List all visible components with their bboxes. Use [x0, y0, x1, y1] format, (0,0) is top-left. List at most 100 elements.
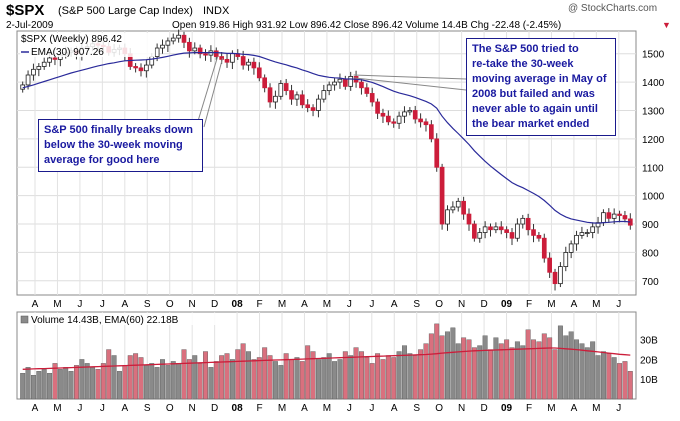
candle-body: [472, 223, 477, 239]
volume-x-tick-label: J: [369, 403, 374, 414]
candle-body: [305, 104, 311, 109]
price-x-tick-label: M: [547, 299, 555, 310]
price-tick-label: 700: [642, 277, 659, 288]
candle-body: [541, 237, 547, 259]
volume-bar: [79, 359, 85, 400]
volume-bar: [310, 351, 316, 400]
volume-bar: [358, 351, 364, 400]
quote-date: 2-Jul-2009: [6, 20, 54, 31]
volume-bar: [74, 365, 79, 400]
volume-bar: [213, 361, 219, 400]
candle-body: [391, 121, 397, 124]
candle-body: [520, 217, 526, 225]
volume-x-tick-label: J: [77, 403, 82, 414]
candle-body: [611, 213, 617, 219]
volume-bar: [315, 359, 321, 400]
candle-body: [525, 217, 531, 231]
candle-body: [273, 95, 278, 103]
candle-body: [240, 56, 246, 66]
annotation-right: The S&P 500 tried to re-take the 30-week…: [466, 38, 616, 136]
price-tick-label: 1200: [642, 135, 665, 146]
price-tick-label: 800: [642, 248, 659, 259]
volume-bar: [428, 333, 434, 400]
candle-body: [332, 81, 337, 86]
volume-bar: [353, 347, 359, 400]
volume-legend-bg: [19, 313, 219, 325]
candle-body: [342, 78, 348, 87]
candle-body: [439, 166, 445, 225]
quote-line: Open 919.86 High 931.92 Low 896.42 Close…: [172, 20, 562, 31]
volume-bar: [536, 341, 542, 400]
volume-bar: [170, 361, 176, 400]
candle-body: [558, 266, 563, 285]
candle-body: [606, 212, 612, 219]
volume-bar: [192, 355, 198, 400]
volume-bar: [557, 325, 563, 400]
volume-bar: [246, 351, 251, 400]
volume-legend: Volume 14.43B, EMA(60) 22.18B: [31, 315, 179, 326]
volume-bar: [57, 369, 63, 400]
candle-body: [601, 212, 606, 224]
volume-bar: [294, 357, 300, 400]
annotation-pointer: [353, 74, 467, 80]
candle-body: [563, 252, 569, 268]
annotation-left-line: below the 30-week moving: [44, 139, 183, 151]
volume-bar: [251, 359, 257, 400]
volume-bar: [509, 347, 515, 400]
candle-body: [262, 77, 267, 89]
candle-body: [321, 90, 327, 100]
candle-body: [359, 81, 364, 89]
price-x-tick-label: M: [53, 299, 61, 310]
volume-x-tick-label: F: [256, 403, 262, 414]
candle-body: [197, 47, 203, 55]
candle-body: [622, 215, 628, 220]
volume-bar: [455, 343, 461, 400]
price-x-tick-label: D: [480, 299, 487, 310]
annotation-right-line: never able to again until: [472, 103, 598, 115]
candle-body: [396, 115, 402, 124]
candle-body: [219, 56, 224, 60]
volume-x-tick-label: 08: [232, 403, 244, 414]
volume-bar: [20, 373, 26, 400]
price-tick-label: 1500: [642, 50, 665, 61]
volume-x-tick-label: A: [391, 403, 398, 414]
price-x-tick-label: 08: [232, 299, 244, 310]
volume-bar: [606, 353, 612, 400]
candle-body: [418, 118, 423, 123]
candle-body: [256, 67, 262, 79]
volume-bar: [90, 367, 96, 400]
price-legend-bg: [20, 33, 155, 57]
volume-bar: [176, 363, 182, 400]
annotation-pointer: [353, 77, 467, 91]
price-x-tick-label: A: [391, 299, 398, 310]
volume-bar: [385, 355, 391, 400]
volume-bar: [219, 355, 225, 400]
candle-body: [348, 76, 354, 87]
volume-bar: [267, 355, 273, 400]
candle-body: [278, 83, 284, 97]
volume-bar: [445, 331, 450, 400]
candle-body: [364, 87, 370, 94]
candle-body: [531, 229, 536, 236]
volume-bar: [574, 339, 579, 400]
volume-x-tick-label: J: [616, 403, 621, 414]
candle-body: [552, 271, 558, 285]
annotation-right-line: re-take the 30-week: [472, 58, 574, 70]
volume-bar: [278, 365, 284, 400]
volume-bar: [418, 349, 424, 400]
volume-x-tick-label: N: [189, 403, 196, 414]
symbol: $SPX: [6, 2, 45, 19]
volume-x-tick-label: 09: [501, 403, 513, 414]
volume-bar: [149, 363, 155, 400]
annotation-right-line: The S&P 500 tried to: [472, 43, 579, 55]
price-legend-ema: EMA(30) 907.26: [31, 47, 104, 58]
annotation-right-line: 2008 but failed and was: [472, 88, 595, 100]
price-tick-label: 1400: [642, 78, 665, 89]
candle-body: [584, 232, 590, 234]
volume-bar: [471, 347, 477, 400]
candle-body: [267, 87, 273, 103]
volume-bar: [41, 369, 47, 400]
candle-body: [181, 34, 187, 43]
volume-ema-line: [22, 347, 631, 370]
candle-body: [386, 115, 391, 123]
